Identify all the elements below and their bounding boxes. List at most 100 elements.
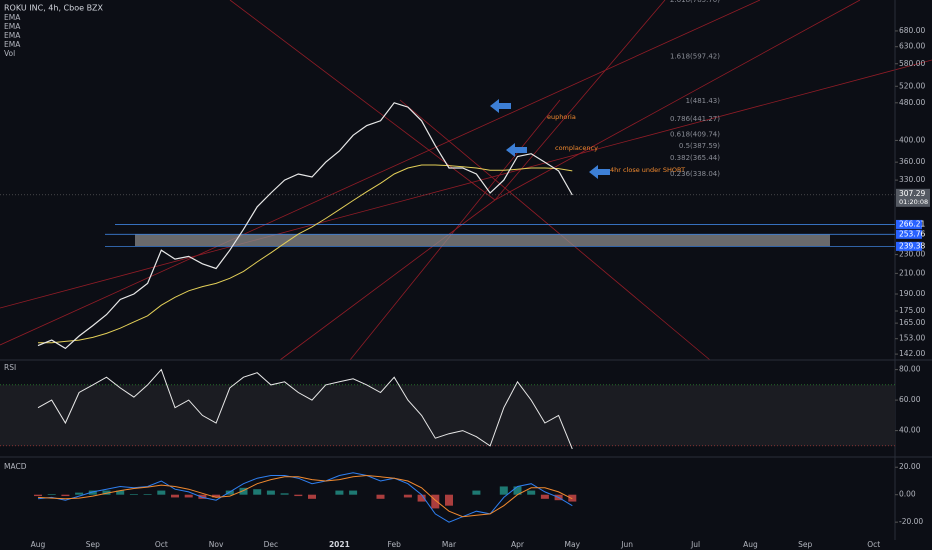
x-tick-label: May xyxy=(565,540,581,549)
macd-bar xyxy=(527,490,536,495)
rsi-line xyxy=(37,368,573,450)
zone xyxy=(135,234,830,247)
x-tick-label: Mar xyxy=(442,540,457,549)
y-tick-label: -20.00 xyxy=(899,517,923,526)
x-tick-label: Dec xyxy=(264,540,279,549)
macd-bar xyxy=(171,494,179,498)
macd-line xyxy=(37,472,573,523)
countdown: 01:20:08 xyxy=(899,198,928,206)
y-tick-label: 330.00 xyxy=(899,175,925,184)
macd-bar xyxy=(266,490,275,495)
macd-bar xyxy=(294,494,303,497)
x-tick-label: Jun xyxy=(620,540,633,549)
arrows xyxy=(490,99,610,179)
macd-bar xyxy=(445,494,453,506)
macd-bar xyxy=(431,494,440,509)
macd-bar xyxy=(61,494,70,497)
pane-title: RSI xyxy=(4,363,16,372)
level-label: 253.76 xyxy=(899,229,925,238)
fib-label: 0.382(365.44) xyxy=(670,154,720,162)
annotation: euphoria xyxy=(547,113,576,121)
y-tick-label: 580.00 xyxy=(899,59,925,68)
y-tick-label: 60.00 xyxy=(899,395,921,404)
x-tick-label: Oct xyxy=(155,540,168,549)
y-tick-label: 0.00 xyxy=(899,490,916,499)
macd-bar xyxy=(308,494,316,499)
macd-bar xyxy=(34,494,42,497)
y-tick-label: 400.00 xyxy=(899,135,925,144)
y-tick-label: 80.00 xyxy=(899,365,921,374)
fib-label: 0.786(441.27) xyxy=(670,115,720,123)
level-tag xyxy=(896,229,922,239)
level-tag xyxy=(896,241,922,251)
level-tag xyxy=(896,219,922,229)
y-tick-label: 165.00 xyxy=(899,318,925,327)
y-tick-label: 480.00 xyxy=(899,98,925,107)
y-tick-label: 40.00 xyxy=(899,426,921,435)
macd-bar xyxy=(47,494,56,495)
fib-label: 0.236(338.04) xyxy=(670,170,720,178)
macd-bar xyxy=(129,494,138,495)
macd-bar xyxy=(376,494,385,499)
x-tick-label: Apr xyxy=(511,540,525,549)
indicator: EMA xyxy=(4,40,21,49)
y-tick-label: 230.00 xyxy=(899,250,925,259)
annotation: 4hr close under SHORT xyxy=(610,166,685,174)
rsi-band xyxy=(0,384,895,446)
x-tick-label: Sep xyxy=(798,540,812,549)
indicator: EMA xyxy=(4,13,21,22)
macd-bar xyxy=(568,494,577,502)
x-tick-label: Feb xyxy=(388,540,402,549)
macd-bar xyxy=(184,494,193,498)
macd-bar xyxy=(540,494,549,499)
trend-lines xyxy=(0,0,932,361)
fib-label: 2.618(785.70) xyxy=(670,0,720,4)
indicator: EMA xyxy=(4,31,21,40)
y-tick-label: 142.00 xyxy=(899,349,925,358)
macd-bar xyxy=(116,490,125,495)
macd-bar xyxy=(143,494,152,495)
price-label: 307.29 xyxy=(899,189,925,198)
macd-bar xyxy=(280,493,289,495)
macd-bar xyxy=(239,487,248,495)
x-tick-label: Sep xyxy=(86,540,100,549)
price-tag xyxy=(896,188,930,207)
macd-bar xyxy=(513,486,522,495)
level-label: 239.38 xyxy=(899,241,925,250)
x-tick-label: Aug xyxy=(743,540,758,549)
macd-bar xyxy=(198,494,207,499)
macd-bar xyxy=(157,490,166,495)
indicator: Vol xyxy=(4,49,15,58)
y-tick-label: 520.00 xyxy=(899,81,925,90)
annotation: complacency xyxy=(555,144,598,152)
y-tick-label: 20.00 xyxy=(899,462,921,471)
macd-bar xyxy=(349,490,358,495)
y-tick-label: 175.00 xyxy=(899,306,925,315)
macd-line xyxy=(37,474,573,518)
x-tick-label: Aug xyxy=(31,540,46,549)
y-tick-label: 360.00 xyxy=(899,157,925,166)
fib-label: 0.618(409.74) xyxy=(670,130,720,138)
macd-bar xyxy=(335,490,344,495)
x-tick-label: Oct xyxy=(867,540,880,549)
y-tick-label: 630.00 xyxy=(899,42,925,51)
macd-bar xyxy=(212,494,221,498)
symbol-title: ROKU INC, 4h, Cboe BZX xyxy=(4,4,104,13)
macd-bar xyxy=(417,494,426,502)
x-tick-label: 2021 xyxy=(329,540,350,549)
macd-bar xyxy=(88,490,97,495)
price-line xyxy=(37,102,573,350)
macd-bar xyxy=(102,490,111,495)
macd-bar xyxy=(75,492,84,495)
macd-bar xyxy=(253,489,262,495)
y-tick-label: 680.00 xyxy=(899,26,925,35)
ema-line xyxy=(38,164,573,344)
x-tick-label: Nov xyxy=(209,540,224,549)
level-label: 266.21 xyxy=(899,219,925,228)
fib-label: 0.5(387.59) xyxy=(679,142,720,150)
y-tick-label: 210.00 xyxy=(899,268,925,277)
y-tick-label: 153.00 xyxy=(899,334,925,343)
pane-title: MACD xyxy=(4,462,27,471)
